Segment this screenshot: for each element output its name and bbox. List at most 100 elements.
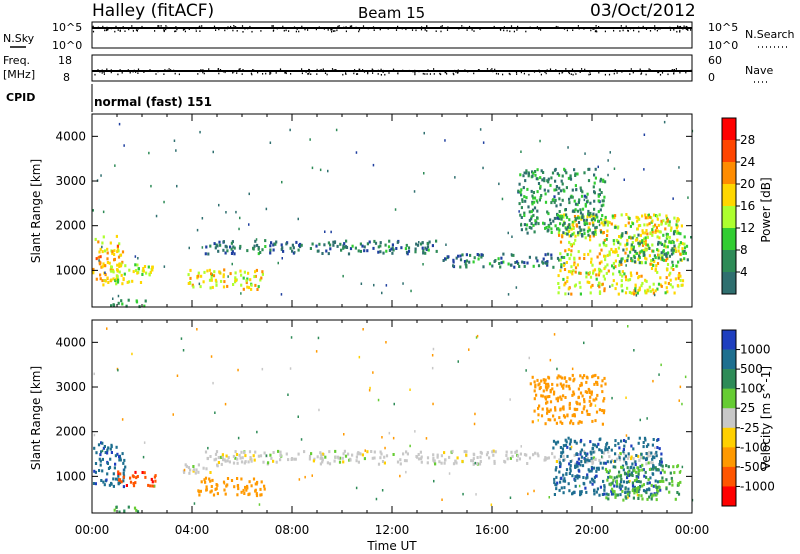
strip-trace-point	[334, 69, 336, 71]
power-cell	[640, 249, 644, 253]
strip-trace-point	[356, 73, 358, 75]
power-cell	[119, 253, 123, 257]
power-cell	[670, 248, 673, 252]
power-cell	[616, 254, 620, 257]
vel-cell	[425, 437, 428, 440]
vel-cell	[490, 503, 493, 506]
power-cell	[230, 241, 233, 245]
power-cell	[611, 214, 614, 218]
power-cell	[612, 261, 615, 265]
vel-cell	[652, 379, 654, 383]
power-cell	[651, 243, 654, 247]
power-cell	[673, 216, 676, 220]
vel-cell	[505, 454, 508, 457]
power-cell	[600, 204, 603, 208]
power-cell	[527, 205, 530, 209]
vel-cell	[597, 376, 600, 380]
nave-tick-bottom: 0	[708, 71, 715, 84]
power-cell	[629, 271, 632, 275]
vel-cell	[118, 478, 121, 482]
vel-cell	[209, 471, 212, 474]
power-cell	[670, 252, 674, 256]
power-cell	[574, 208, 577, 212]
strip-trace-point	[649, 69, 651, 71]
vel-cell	[607, 471, 610, 475]
power-cell	[573, 263, 576, 267]
power-cell	[210, 272, 213, 276]
vel-cell	[261, 367, 264, 371]
power-cell	[406, 252, 409, 256]
vel-cell	[579, 490, 582, 494]
vel-cell	[110, 451, 113, 454]
power-cell	[672, 248, 675, 252]
vel-cell	[605, 470, 608, 474]
vel-cell	[552, 439, 556, 443]
power-cell	[599, 208, 602, 212]
vel-cell	[558, 488, 561, 492]
power-cell	[645, 279, 648, 283]
strip-trace-point	[110, 27, 112, 30]
strip-trace-point	[555, 69, 557, 71]
power-cell	[602, 274, 605, 278]
strip-trace-point	[97, 26, 99, 29]
vel-cell	[602, 399, 605, 403]
power-cell	[536, 168, 539, 172]
power-cell	[110, 278, 113, 282]
x-tick-label: 04:00	[175, 523, 210, 537]
power-cell	[594, 230, 597, 234]
power-cell	[630, 243, 633, 247]
power-cell	[639, 233, 642, 237]
vel-cell	[552, 392, 556, 396]
vel-cell	[625, 434, 628, 437]
power-cell	[631, 222, 635, 226]
vel-cell	[476, 334, 479, 338]
vel-cell	[616, 493, 620, 497]
power-cell	[459, 258, 463, 262]
vel-cell	[440, 454, 443, 458]
colorbar-tick-label: 12	[740, 221, 755, 235]
vel-cell	[399, 474, 401, 478]
power-cell	[200, 274, 203, 278]
strip-trace-point	[627, 30, 629, 32]
power-cell	[318, 242, 321, 246]
vel-cell	[250, 484, 253, 488]
vel-cell	[474, 461, 476, 465]
vel-cell	[547, 376, 551, 380]
vel-cell	[127, 505, 130, 509]
power-cell	[110, 265, 113, 269]
power-colorbar-label: Power [dB]	[759, 177, 773, 242]
vel-cell	[563, 486, 566, 490]
vel-cell	[255, 482, 258, 486]
power-cell	[212, 150, 214, 154]
vel-cell	[651, 494, 654, 498]
vel-cell	[571, 474, 574, 478]
power-cell	[264, 239, 267, 243]
strip-trace-point	[540, 29, 542, 31]
power-cell	[114, 164, 116, 167]
power-cell	[680, 224, 683, 228]
power-cell	[662, 258, 665, 262]
power-cell	[603, 218, 606, 222]
power-cell	[660, 242, 663, 246]
power-cell	[519, 213, 522, 217]
power-cell	[644, 241, 647, 245]
power-cell	[581, 207, 585, 211]
strip-trace-point	[382, 69, 384, 72]
y-tick-label: 4000	[55, 335, 86, 349]
vel-cell	[465, 450, 468, 454]
vel-cell	[269, 453, 272, 457]
power-cell	[113, 253, 116, 256]
power-cell	[590, 285, 593, 289]
vel-cell	[612, 489, 615, 493]
power-cell	[110, 269, 113, 273]
vel-cell	[623, 459, 626, 463]
power-cell	[532, 171, 535, 175]
vel-cell	[451, 449, 454, 453]
vel-cell	[101, 469, 104, 473]
power-cell	[568, 223, 571, 227]
power-cell	[102, 262, 105, 266]
vel-cell	[562, 407, 565, 411]
strip-trace-point	[122, 26, 124, 28]
power-cell	[119, 264, 123, 268]
vel-cell	[630, 455, 633, 459]
